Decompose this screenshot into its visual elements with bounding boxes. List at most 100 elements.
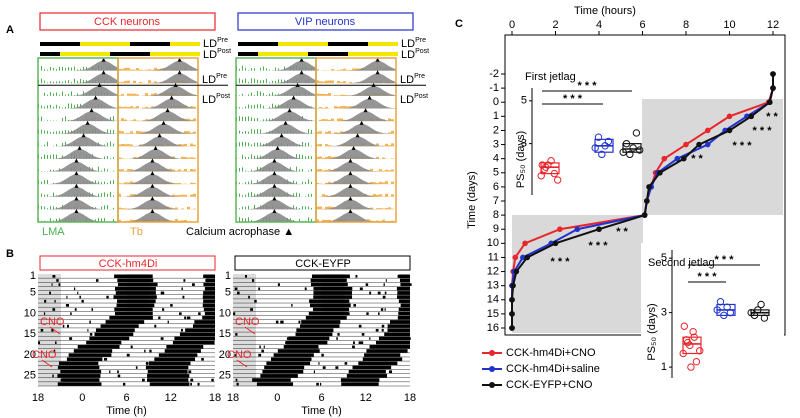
y-tick-label: 15 [24,328,36,340]
activity [167,320,169,324]
tb-trace [340,118,343,122]
series-point [509,296,515,303]
hill [118,161,198,172]
lma-trace [47,208,48,210]
lma-trace [305,142,306,147]
lma-trace [95,219,96,222]
inset-y-tick-label: 3 [661,307,667,319]
lma-trace [311,181,312,185]
activity [63,374,66,378]
activity [69,337,73,340]
ld-bar [80,42,130,46]
lma-trace [257,180,258,185]
series-point [657,169,663,176]
tb-trace [127,144,130,147]
series-point [683,141,689,148]
tb-trace [172,194,175,197]
activity [160,291,163,295]
y-tick-label: 6 [493,181,499,193]
activity [68,353,112,357]
activity [355,275,358,278]
activity [310,278,347,283]
activity [67,304,69,307]
activity [316,316,319,320]
lma-trace [56,81,57,84]
activity [403,299,406,303]
point [757,300,765,309]
point [604,137,613,146]
tb-trace [127,67,130,71]
activity [400,282,410,287]
tb-trace [130,169,133,172]
activity [400,303,410,308]
tb-trace [379,208,382,210]
tb-trace [175,183,178,185]
activity [123,320,126,324]
tb-trace [130,69,133,71]
acrophase-marker [150,196,155,201]
lma-trace [308,217,309,222]
hill [236,186,316,197]
tb-trace [391,130,394,134]
lma-trace [308,129,309,134]
title-box [39,255,216,271]
hill [236,212,316,222]
lma-trace [275,81,276,84]
ld-label: LDPre [203,37,228,50]
lma-trace [59,66,60,71]
y-tick-label: 15 [487,308,499,320]
lma-trace [248,142,249,147]
activity [58,361,99,366]
tb-trace [328,131,331,134]
tb-trace [139,82,142,84]
tb-trace [124,133,127,134]
tb-trace [322,194,325,197]
series-point [646,184,652,190]
tb-trace [136,130,139,134]
activity [182,374,185,378]
tb-trace [118,82,121,84]
panel-letter: B [6,248,14,260]
tb-trace [127,106,130,109]
activity [317,382,319,386]
lma-trace [98,181,99,185]
lma-trace [248,181,249,185]
lma-trace [59,218,60,222]
tb-trace [193,157,196,159]
x-tick-label: 18 [32,392,44,404]
lma-trace [41,193,42,197]
tb-trace [130,120,133,122]
lma-trace [299,208,300,210]
lma-trace [254,204,255,210]
tb-trace [118,183,121,185]
activity [152,362,155,365]
activity [402,275,404,278]
activity [114,311,153,316]
acrophase-marker [272,196,277,201]
lma-trace [272,80,273,84]
tb-trace [322,219,325,222]
tb-trace [121,183,124,185]
legend-dot [489,382,495,388]
significance: * * * [563,93,583,105]
tb-trace [175,207,178,210]
x-tick-label: 18 [404,392,416,404]
lma-trace [269,106,270,109]
activity [335,366,339,369]
point [550,169,559,178]
tb-trace [379,169,382,172]
activity [398,311,410,316]
hill [118,86,198,96]
tb-trace [385,169,388,172]
lma-trace [44,106,45,109]
activity [281,320,284,324]
ld-text: LD [401,38,415,50]
lma-trace [311,130,312,134]
tb-trace [346,106,349,109]
x-axis-label: Time (h) [301,405,342,417]
lma-trace [113,218,114,222]
hill [38,212,118,222]
hill [236,98,316,109]
lma-trace [68,67,69,71]
activity [397,291,410,295]
